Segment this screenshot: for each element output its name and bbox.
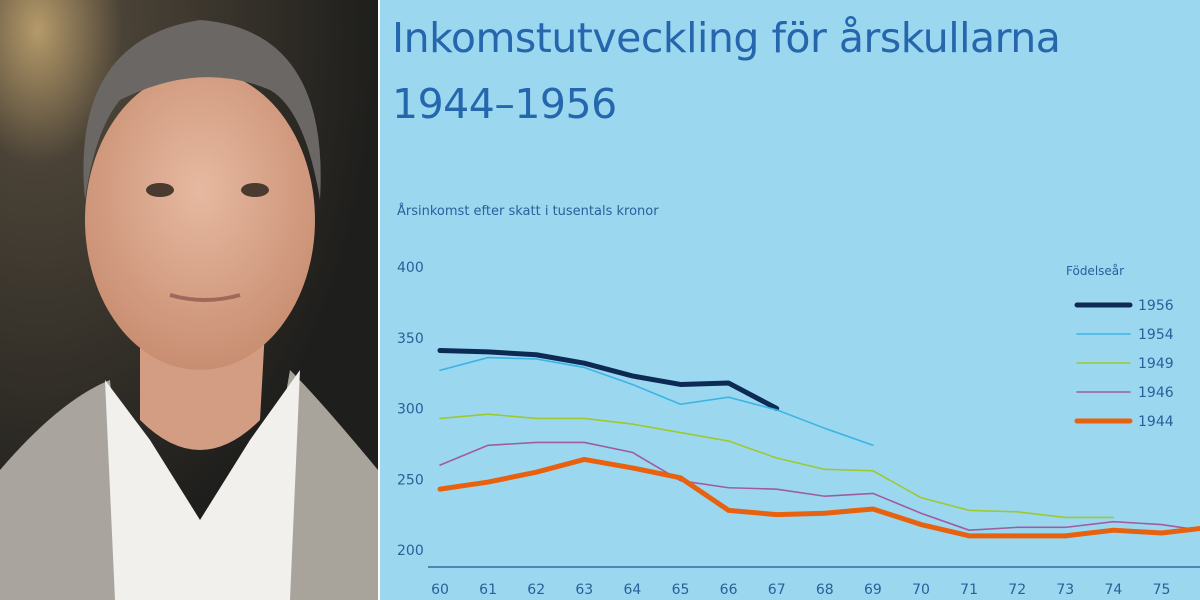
portrait-photo [0, 0, 378, 600]
x-tick-label: 69 [864, 582, 882, 598]
x-tick-label: 70 [912, 582, 930, 598]
x-tick-label: 65 [672, 582, 690, 598]
x-tick-label: 72 [1008, 582, 1026, 598]
y-tick-label: 400 [397, 260, 424, 276]
x-tick-label: 60 [431, 582, 449, 598]
x-tick-label: 64 [623, 582, 641, 598]
x-tick-label: 67 [768, 582, 786, 598]
legend-label-1956: 1956 [1138, 298, 1174, 314]
y-tick-label: 350 [397, 331, 424, 347]
x-tick-label: 61 [479, 582, 497, 598]
x-tick-label: 73 [1056, 582, 1074, 598]
series-line-1949 [439, 413, 1115, 519]
x-tick-label: 62 [527, 582, 545, 598]
chart-panel: Inkomstutveckling för årskullarna 1944–1… [380, 0, 1200, 600]
y-tick-label: 250 [397, 472, 424, 488]
x-tick-label: 75 [1153, 582, 1171, 598]
x-tick-label: 63 [575, 582, 593, 598]
y-tick-label: 300 [397, 402, 424, 418]
chart-subtitle: 1944–1956 [392, 80, 617, 128]
legend-title: Födelseår [1066, 264, 1124, 278]
chart-title: Inkomstutveckling för årskullarna [392, 14, 1061, 62]
legend-label-1954: 1954 [1138, 327, 1174, 343]
x-tick-label: 71 [960, 582, 978, 598]
legend-label-1949: 1949 [1138, 356, 1174, 372]
legend-label-1946: 1946 [1138, 385, 1174, 401]
x-tick-label: 74 [1104, 582, 1122, 598]
series-line-1954 [439, 356, 874, 447]
x-tick-label: 68 [816, 582, 834, 598]
divider [378, 0, 380, 600]
line-chart: 200 250 300 350 400 60 61 62 63 64 65 66 67 68 69 70 71 7… [397, 260, 1200, 598]
y-tick-label: 200 [397, 543, 424, 559]
series-line-1956 [437, 347, 780, 411]
legend-label-1944: 1944 [1138, 414, 1174, 430]
y-axis-label: Årsinkomst efter skatt i tusentals krono… [397, 204, 659, 219]
x-tick-label: 66 [720, 582, 738, 598]
